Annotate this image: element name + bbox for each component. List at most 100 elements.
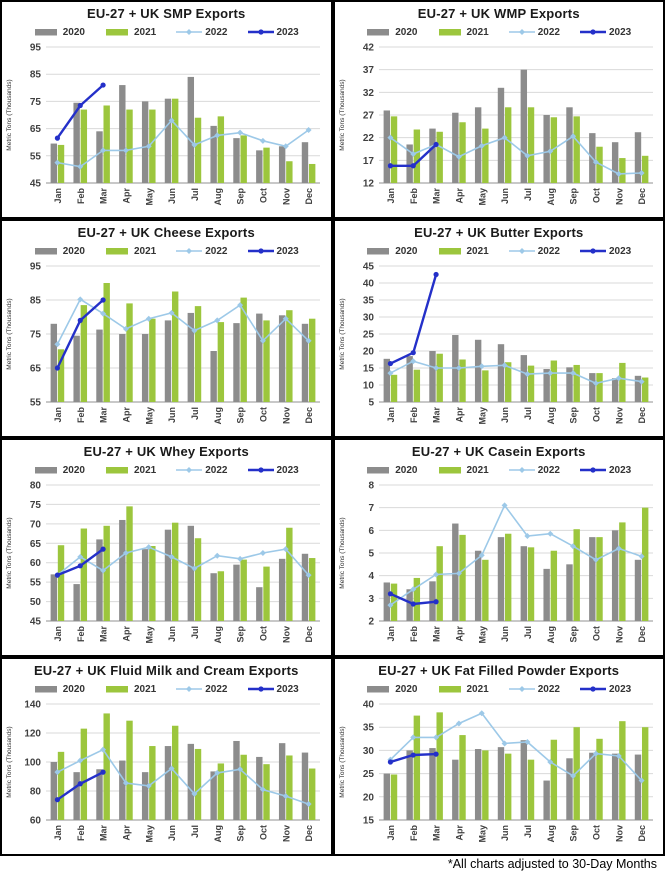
svg-text:Sep: Sep: [236, 825, 246, 842]
x-axis-labels: Jan Feb Mar Apr May Jun Jul Aug Sep Oct Nov Dec: [53, 626, 314, 644]
legend-item-2022: 2022: [508, 246, 560, 257]
chart-panel-fat-filled-powder: EU-27 + UK Fat Filled Powder Exports 202…: [332, 657, 665, 856]
legend-item-2020: 2020: [366, 464, 418, 476]
svg-text:30: 30: [362, 313, 374, 324]
svg-text:Mar: Mar: [431, 188, 441, 205]
legend-label-2020: 2020: [395, 245, 418, 257]
svg-text:Metric Tons (Thousands): Metric Tons (Thousands): [339, 726, 346, 797]
svg-text:Jun: Jun: [167, 407, 177, 423]
svg-text:Oct: Oct: [591, 825, 601, 840]
svg-text:22: 22: [362, 133, 374, 144]
svg-text:2: 2: [368, 617, 374, 628]
svg-text:Nov: Nov: [281, 188, 291, 205]
svg-text:Sep: Sep: [236, 188, 246, 205]
svg-text:Apr: Apr: [121, 188, 131, 204]
svg-text:Mar: Mar: [431, 407, 441, 424]
svg-text:Jul: Jul: [190, 626, 200, 639]
legend-item-2020: 2020: [366, 27, 418, 38]
svg-text:6: 6: [368, 526, 374, 537]
svg-text:42: 42: [362, 43, 374, 54]
svg-text:May: May: [477, 188, 487, 206]
legend-swatch-2023: [580, 686, 606, 692]
svg-text:Apr: Apr: [454, 626, 464, 642]
svg-text:Jun: Jun: [167, 626, 177, 642]
svg-text:Jul: Jul: [522, 407, 532, 420]
svg-text:Sep: Sep: [568, 407, 578, 424]
svg-text:120: 120: [24, 729, 41, 740]
line-2022: [386, 133, 645, 177]
legend-label-2021: 2021: [466, 26, 489, 38]
legend-swatch-2021: [106, 686, 128, 693]
legend-label-2021: 2021: [466, 245, 489, 257]
svg-text:Sep: Sep: [236, 407, 246, 424]
legend-item-2023: 2023: [580, 246, 631, 257]
svg-text:75: 75: [30, 500, 42, 511]
svg-text:Mar: Mar: [99, 188, 109, 205]
chart-title-casein: EU-27 + UK Casein Exports: [411, 444, 586, 459]
chart-legend-whey: 2020 2021 2022 2023: [2, 462, 331, 478]
bars-2021: [57, 283, 316, 402]
svg-text:Dec: Dec: [304, 188, 314, 205]
svg-text:32: 32: [362, 88, 374, 99]
svg-text:Sep: Sep: [568, 626, 578, 643]
svg-text:Nov: Nov: [281, 825, 291, 842]
x-axis-labels: Jan Feb Mar Apr May Jun Jul Aug Sep Oct Nov Dec: [385, 626, 646, 644]
svg-text:Jul: Jul: [190, 188, 200, 201]
bars-2021: [390, 107, 648, 183]
charts-grid: EU-27 + UK SMP Exports 2020 2021 2022 2023 …: [0, 0, 665, 856]
svg-text:Jul: Jul: [522, 825, 532, 838]
line-2022: [54, 544, 312, 579]
svg-text:Metric Tons (Thousands): Metric Tons (Thousands): [6, 298, 13, 369]
svg-text:Apr: Apr: [454, 825, 464, 841]
chart-legend-cheese: 2020 2021 2022 2023: [2, 243, 331, 259]
legend-swatch-2020: [367, 29, 390, 36]
chart-plot-whey: 45 50 55 60 65 70 75 80 Metric Tons (Thousands) J…: [6, 481, 320, 644]
legend-label-2022: 2022: [537, 26, 560, 38]
svg-text:Dec: Dec: [637, 626, 647, 643]
svg-text:5: 5: [368, 549, 374, 560]
svg-text:Nov: Nov: [614, 407, 624, 424]
svg-text:7: 7: [368, 503, 374, 514]
svg-text:Dec: Dec: [637, 188, 647, 205]
legend-label-2020: 2020: [395, 464, 418, 476]
legend-label-2020: 2020: [62, 683, 85, 695]
chart-title-whey: EU-27 + UK Whey Exports: [83, 444, 249, 459]
legend-item-2022: 2022: [508, 684, 560, 695]
svg-text:Aug: Aug: [545, 188, 555, 206]
svg-text:Apr: Apr: [454, 188, 464, 204]
svg-text:Sep: Sep: [236, 626, 246, 643]
svg-text:Dec: Dec: [304, 407, 314, 424]
chart-title-butter: EU-27 + UK Butter Exports: [414, 225, 584, 240]
svg-text:12: 12: [362, 179, 374, 190]
legend-label-2020: 2020: [62, 26, 85, 38]
legend-item-2020: 2020: [366, 684, 418, 695]
svg-text:Feb: Feb: [76, 407, 86, 424]
svg-text:65: 65: [30, 364, 42, 375]
svg-text:Feb: Feb: [408, 626, 418, 643]
svg-text:4: 4: [368, 571, 374, 582]
svg-text:80: 80: [30, 787, 42, 798]
legend-item-2020: 2020: [34, 27, 85, 38]
svg-text:Apr: Apr: [121, 407, 131, 423]
legend-label-2020: 2020: [62, 464, 85, 476]
svg-text:Nov: Nov: [281, 407, 291, 424]
legend-label-2022: 2022: [205, 245, 228, 257]
x-axis-labels: Jan Feb Mar Apr May Jun Jul Aug Sep Oct Nov Dec: [385, 188, 646, 206]
chart-panel-casein: EU-27 + UK Casein Exports 2020 2021 2022 20…: [332, 438, 665, 657]
line-2022: [54, 746, 312, 808]
legend-item-2023: 2023: [247, 465, 299, 476]
svg-text:140: 140: [24, 700, 41, 711]
svg-text:65: 65: [30, 539, 42, 550]
chart-panel-wmp: EU-27 + UK WMP Exports 2020 2021 2022 2023 …: [332, 0, 665, 219]
svg-text:45: 45: [30, 617, 42, 628]
chart-legend-smp: 2020 2021 2022 2023: [2, 24, 331, 40]
legend-item-2023: 2023: [247, 684, 299, 695]
svg-text:Jan: Jan: [53, 626, 63, 642]
svg-text:Nov: Nov: [614, 626, 624, 643]
line-2022: [54, 117, 312, 170]
legend-label-2023: 2023: [276, 245, 299, 257]
legend-swatch-2022: [508, 29, 535, 35]
svg-text:15: 15: [362, 364, 374, 375]
svg-text:Apr: Apr: [121, 825, 131, 841]
